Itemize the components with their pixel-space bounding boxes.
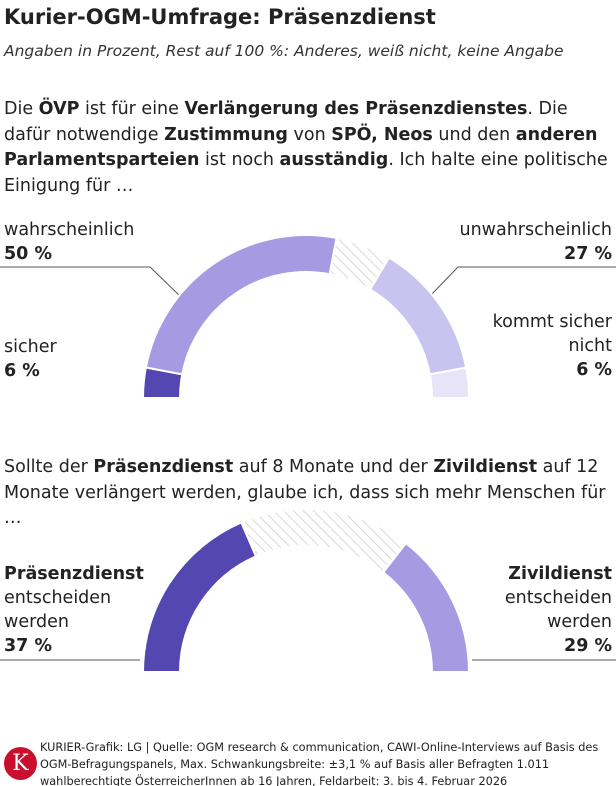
- category-suffix: entscheiden werden: [504, 588, 612, 632]
- value-label: 29 %: [564, 636, 612, 656]
- segment-label: wahrscheinlich 50 %: [4, 218, 204, 266]
- category-label: unwahrscheinlich: [459, 220, 613, 240]
- question-part: ÖVP: [38, 99, 80, 119]
- segment-label: Präsenzdienst entscheiden werden 37 %: [4, 562, 144, 658]
- category-label: sicher: [4, 337, 57, 357]
- question-part: Die: [4, 99, 39, 119]
- segment: [428, 366, 471, 399]
- segment-label: unwahrscheinlich 27 %: [412, 218, 613, 266]
- question-part: . Die dafür notwendige: [4, 99, 568, 145]
- category-suffix: entscheiden werden: [4, 588, 112, 632]
- segment-label: sicher 6 %: [4, 335, 144, 383]
- category-label: Zivildienst: [508, 564, 612, 584]
- category-label: Präsenzdienst: [4, 564, 144, 584]
- value-label: 6 %: [4, 361, 40, 381]
- question-part: auf 8 Monate und der: [233, 457, 434, 477]
- value-label: 27 %: [564, 244, 612, 264]
- question-part: ist für eine: [79, 99, 185, 119]
- value-label: 6 %: [576, 360, 612, 380]
- source-note: KURIER-Grafik: LG | Quelle: OGM research…: [40, 741, 599, 786]
- question-part: Verlängerung des Präsenzdienstes: [184, 99, 528, 119]
- subtitle: Angaben in Prozent, Rest auf 100 %: Ande…: [4, 42, 564, 60]
- segment: [141, 521, 258, 673]
- leader-line: [429, 266, 616, 297]
- question-part: Zivildienst: [433, 457, 538, 477]
- segment-label: kommt sicher nicht 6 %: [492, 310, 612, 382]
- segment: [381, 541, 471, 673]
- category-label: wahrscheinlich: [4, 220, 135, 240]
- value-label: 37 %: [4, 636, 52, 656]
- segment: [144, 234, 338, 376]
- question: Die ÖVP ist für eine Verlängerung des Pr…: [4, 97, 608, 199]
- category-label: kommt sicher nicht: [492, 312, 612, 356]
- leader-lines: [0, 266, 616, 661]
- question-part: und den: [432, 124, 516, 145]
- question-part: anderen Parlamentsparteien: [4, 124, 598, 171]
- logo: K: [4, 747, 37, 780]
- question-part: Präsenzdienst: [93, 457, 234, 477]
- question-part: ausständig: [279, 150, 389, 170]
- value-label: 50 %: [4, 244, 52, 264]
- segment-label: Zivildienst entscheiden werden 29 %: [487, 562, 612, 658]
- question-part: Sollte der: [4, 457, 94, 477]
- title: Kurier-OGM-Umfrage: Präsenzdienst: [4, 5, 436, 29]
- leader-line: [0, 266, 181, 297]
- question-part: . Ich halte eine politische Einigung für…: [4, 150, 608, 196]
- question-part: von: [287, 124, 332, 145]
- question-part: auf 12 Monate verlängert werden, glaube …: [4, 457, 606, 528]
- question-part: ist noch: [199, 150, 280, 170]
- question: Sollte der Präsenzdienst auf 8 Monate un…: [4, 455, 608, 532]
- question-part: Zustimmung: [164, 124, 288, 145]
- question-part: SPÖ, Neos: [331, 124, 433, 145]
- segment: [368, 256, 468, 376]
